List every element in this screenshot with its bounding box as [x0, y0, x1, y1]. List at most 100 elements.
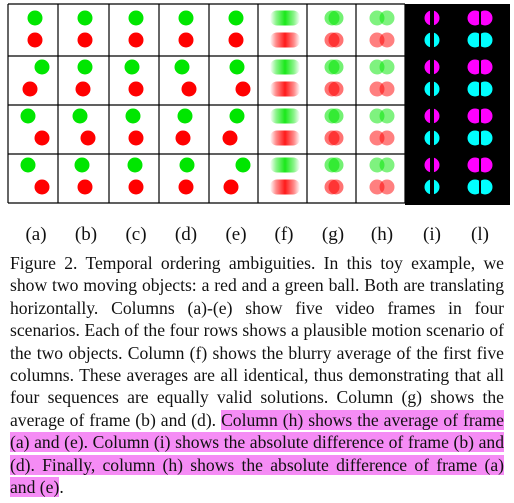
red-blur [270, 130, 300, 146]
green-ball [127, 157, 143, 173]
diff-gap [430, 157, 434, 173]
red-ball [80, 130, 96, 146]
red-ball [178, 179, 194, 195]
cyan-diff [477, 179, 493, 195]
green-ball [34, 59, 50, 75]
green-ball [77, 10, 93, 26]
green-ball [27, 10, 43, 26]
red-avg-ball [379, 130, 395, 146]
difference-panel-background [405, 4, 510, 205]
cyan-diff [477, 81, 493, 97]
red-ball [77, 32, 93, 48]
magenta-diff [477, 10, 493, 26]
red-blur [270, 179, 300, 195]
green-ball [235, 157, 251, 173]
diff-gap [430, 10, 434, 26]
diff-gap [430, 59, 434, 75]
diff-gap [479, 179, 481, 195]
red-ball [235, 81, 251, 97]
red-avg-ball [328, 130, 344, 146]
green-ball [74, 157, 90, 173]
figure-caption: Figure 2. Temporal ordering ambiguities.… [10, 252, 504, 498]
figure-grid [7, 3, 510, 205]
diff-gap [430, 32, 434, 48]
red-ball [222, 130, 238, 146]
red-ball [22, 81, 38, 97]
green-ball [125, 108, 141, 124]
green-avg-ball [328, 59, 344, 75]
column-label-b: (b) [74, 224, 98, 245]
cyan-diff [477, 32, 493, 48]
cyan-diff [477, 130, 493, 146]
column-label-l: (l) [471, 224, 489, 245]
diff-gap [479, 108, 481, 124]
red-avg-ball [379, 81, 395, 97]
red-ball [27, 32, 43, 48]
diff-gap [479, 10, 481, 26]
red-avg-ball [328, 32, 344, 48]
green-ball [20, 157, 36, 173]
green-blur [270, 157, 300, 173]
diff-gap [479, 32, 481, 48]
column-label-f: (f) [274, 224, 294, 245]
diff-gap [430, 130, 434, 146]
red-avg-ball [328, 179, 344, 195]
red-avg-ball [379, 179, 395, 195]
green-avg-ball [328, 157, 344, 173]
green-avg-ball [328, 108, 344, 124]
red-ball [181, 81, 197, 97]
column-label-e: (e) [225, 224, 247, 245]
green-ball [77, 59, 93, 75]
column-label-i: (i) [423, 224, 441, 245]
caption-end: . [59, 477, 64, 498]
red-ball [178, 32, 194, 48]
red-blur [270, 32, 300, 48]
green-blur [270, 10, 300, 26]
diff-gap [479, 157, 481, 173]
green-avg-ball [379, 108, 395, 124]
red-ball [128, 81, 144, 97]
green-ball [229, 59, 245, 75]
green-ball [177, 108, 193, 124]
green-ball [228, 10, 244, 26]
column-label-g: (g) [321, 224, 345, 245]
magenta-diff [477, 157, 493, 173]
red-ball [175, 130, 191, 146]
green-avg-ball [379, 157, 395, 173]
diff-gap [430, 108, 434, 124]
green-ball [229, 108, 245, 124]
red-ball [34, 130, 50, 146]
green-ball [20, 108, 36, 124]
red-ball [34, 179, 50, 195]
red-ball [223, 179, 239, 195]
column-label-h: (h) [370, 224, 394, 245]
diff-gap [430, 81, 434, 97]
green-ball [178, 10, 194, 26]
red-ball [128, 179, 144, 195]
green-blur [270, 108, 300, 124]
red-ball [128, 130, 144, 146]
red-blur [270, 81, 300, 97]
green-ball [124, 59, 140, 75]
diff-gap [479, 81, 481, 97]
magenta-diff [477, 59, 493, 75]
green-avg-ball [379, 59, 395, 75]
diff-gap [430, 179, 434, 195]
column-label-a: (a) [25, 224, 47, 245]
red-ball [75, 81, 91, 97]
column-label-c: (c) [125, 224, 147, 245]
green-ball [128, 10, 144, 26]
red-ball [77, 179, 93, 195]
caption-label: Figure 2. [10, 253, 78, 273]
caption-text: Temporal ordering ambiguities. In this t… [10, 253, 504, 430]
green-avg-ball [379, 10, 395, 26]
green-ball [72, 108, 88, 124]
green-ball [174, 59, 190, 75]
diff-gap [479, 59, 481, 75]
diff-gap [479, 130, 481, 146]
green-avg-ball [328, 10, 344, 26]
red-avg-ball [379, 32, 395, 48]
green-ball [179, 157, 195, 173]
column-labels: (a) (b) (c) (d) (e) (f) (g) (h) (i) (l) [0, 224, 514, 246]
red-ball [128, 32, 144, 48]
